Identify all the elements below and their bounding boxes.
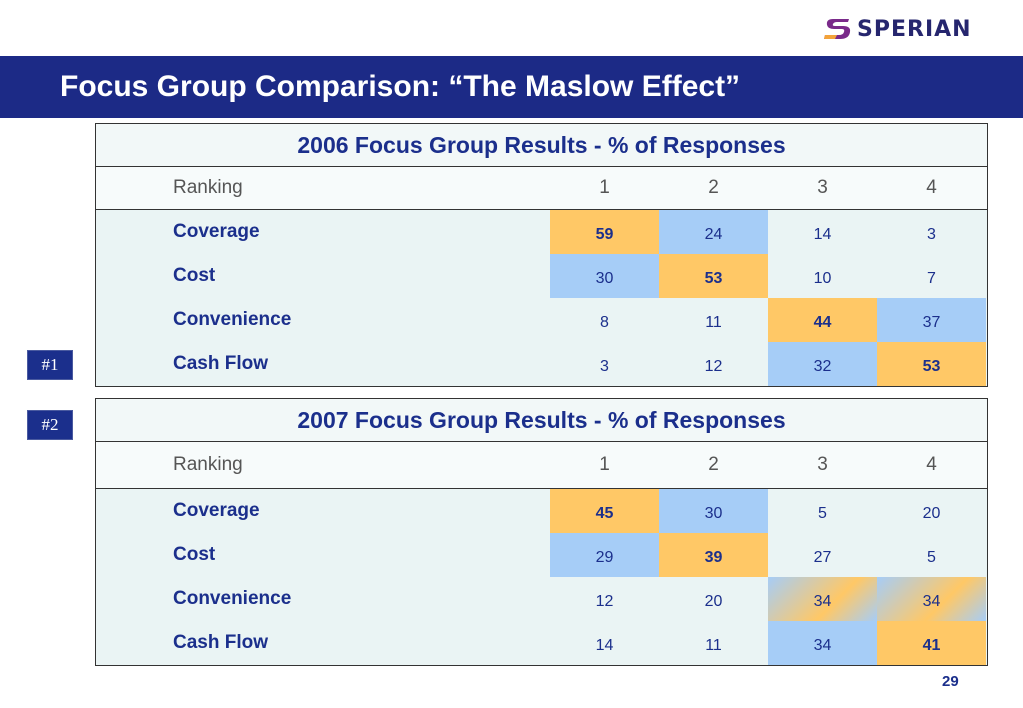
row-label: Coverage [173, 221, 260, 242]
value-cell: 14 [595, 637, 614, 654]
row-label: Cost [173, 544, 216, 565]
rank-column-header: 2 [708, 177, 719, 198]
table-title: 2007 Focus Group Results - % of Response… [96, 399, 987, 442]
logo: SPERIAN [823, 16, 972, 42]
value-cell: 20 [704, 593, 723, 610]
logo-text: SPERIAN [857, 16, 972, 42]
value-cell: 53 [659, 254, 768, 298]
rank-column-header: 1 [599, 177, 610, 198]
ranking-header-row: Ranking 1 2 3 4 [96, 442, 987, 489]
value-cell: 34 [768, 621, 877, 665]
value-cell: 24 [659, 210, 768, 254]
value-cell: 14 [813, 226, 832, 243]
value-cell: 3 [600, 358, 609, 375]
table-row: Coverage 59 24 14 3 [96, 210, 987, 254]
results-table-2007: 2007 Focus Group Results - % of Response… [95, 398, 988, 666]
row-label: Convenience [173, 309, 292, 330]
badge-1: #1 [27, 350, 73, 380]
row-label: Convenience [173, 588, 292, 609]
table-row: Cost 29 39 27 5 [96, 533, 987, 577]
table-row: Convenience 8 11 44 37 [96, 298, 987, 342]
value-cell: 12 [595, 593, 614, 610]
value-cell: 32 [768, 342, 877, 386]
row-label: Cost [173, 265, 216, 286]
table-row: Cash Flow 14 11 34 41 [96, 621, 987, 665]
value-cell: 53 [877, 342, 986, 386]
badge-2: #2 [27, 410, 73, 440]
table-row: Coverage 45 30 5 20 [96, 489, 987, 533]
value-cell: 10 [813, 270, 832, 287]
ranking-label: Ranking [173, 177, 243, 198]
rank-column-header: 1 [599, 454, 610, 475]
page-number: 29 [942, 673, 959, 690]
page-title: Focus Group Comparison: “The Maslow Effe… [60, 70, 741, 103]
value-cell: 7 [927, 270, 936, 287]
value-cell: 12 [704, 358, 723, 375]
value-cell: 5 [818, 505, 827, 522]
row-label: Coverage [173, 500, 260, 521]
value-cell: 44 [768, 298, 877, 342]
value-cell: 34 [768, 577, 877, 621]
value-cell: 27 [813, 549, 832, 566]
value-cell: 45 [550, 489, 659, 533]
ranking-header-row: Ranking 1 2 3 4 [96, 167, 987, 210]
value-cell: 8 [600, 314, 609, 331]
rank-column-header: 3 [817, 454, 828, 475]
value-cell: 41 [877, 621, 986, 665]
ranking-label: Ranking [173, 454, 243, 475]
table-row: Cash Flow 3 12 32 53 [96, 342, 987, 386]
rank-column-header: 4 [926, 454, 937, 475]
value-cell: 11 [705, 314, 722, 331]
rank-column-header: 2 [708, 454, 719, 475]
rank-column-header: 3 [817, 177, 828, 198]
value-cell: 37 [877, 298, 986, 342]
value-cell: 30 [659, 489, 768, 533]
row-label: Cash Flow [173, 632, 269, 653]
value-cell: 59 [550, 210, 659, 254]
table-row: Cost 30 53 10 7 [96, 254, 987, 298]
table-title: 2006 Focus Group Results - % of Response… [96, 124, 987, 167]
table-row: Convenience 12 20 34 34 [96, 577, 987, 621]
value-cell: 30 [550, 254, 659, 298]
value-cell: 34 [877, 577, 986, 621]
row-label: Cash Flow [173, 353, 269, 374]
value-cell: 29 [550, 533, 659, 577]
value-cell: 3 [927, 226, 936, 243]
value-cell: 20 [922, 505, 941, 522]
results-table-2006: 2006 Focus Group Results - % of Response… [95, 123, 988, 387]
value-cell: 39 [659, 533, 768, 577]
title-bar: Focus Group Comparison: “The Maslow Effe… [0, 56, 1023, 118]
sperian-s-logo-icon [824, 19, 851, 39]
value-cell: 5 [927, 549, 936, 566]
rank-column-header: 4 [926, 177, 937, 198]
value-cell: 11 [705, 637, 722, 654]
